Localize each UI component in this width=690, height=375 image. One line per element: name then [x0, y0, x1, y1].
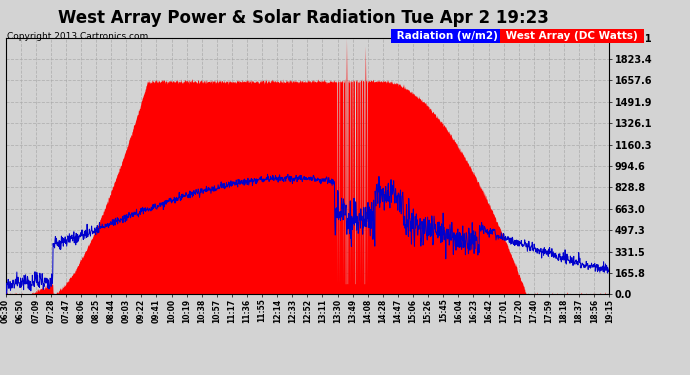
Text: West Array (DC Watts): West Array (DC Watts) — [502, 31, 642, 41]
Text: West Array Power & Solar Radiation Tue Apr 2 19:23: West Array Power & Solar Radiation Tue A… — [58, 9, 549, 27]
Text: Copyright 2013 Cartronics.com: Copyright 2013 Cartronics.com — [7, 32, 148, 41]
Text: Radiation (w/m2): Radiation (w/m2) — [393, 31, 502, 41]
